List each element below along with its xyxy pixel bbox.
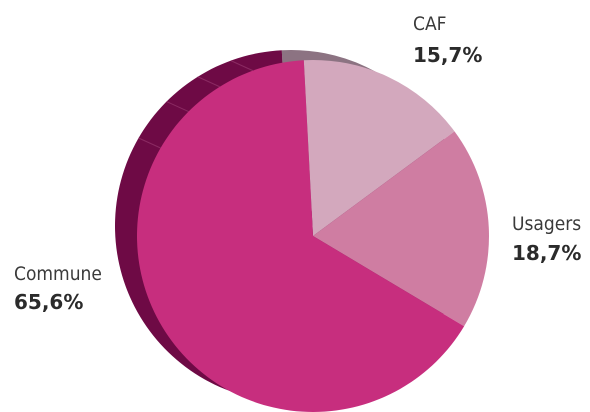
slice-value-commune: 65,6% bbox=[14, 290, 83, 314]
pie-top bbox=[137, 60, 489, 412]
slice-label-commune: Commune bbox=[14, 263, 102, 285]
slice-value-caf: 15,7% bbox=[413, 43, 482, 67]
slice-label-caf: CAF bbox=[413, 13, 446, 35]
slice-label-usagers: Usagers bbox=[512, 213, 581, 235]
slice-value-usagers: 18,7% bbox=[512, 241, 581, 265]
